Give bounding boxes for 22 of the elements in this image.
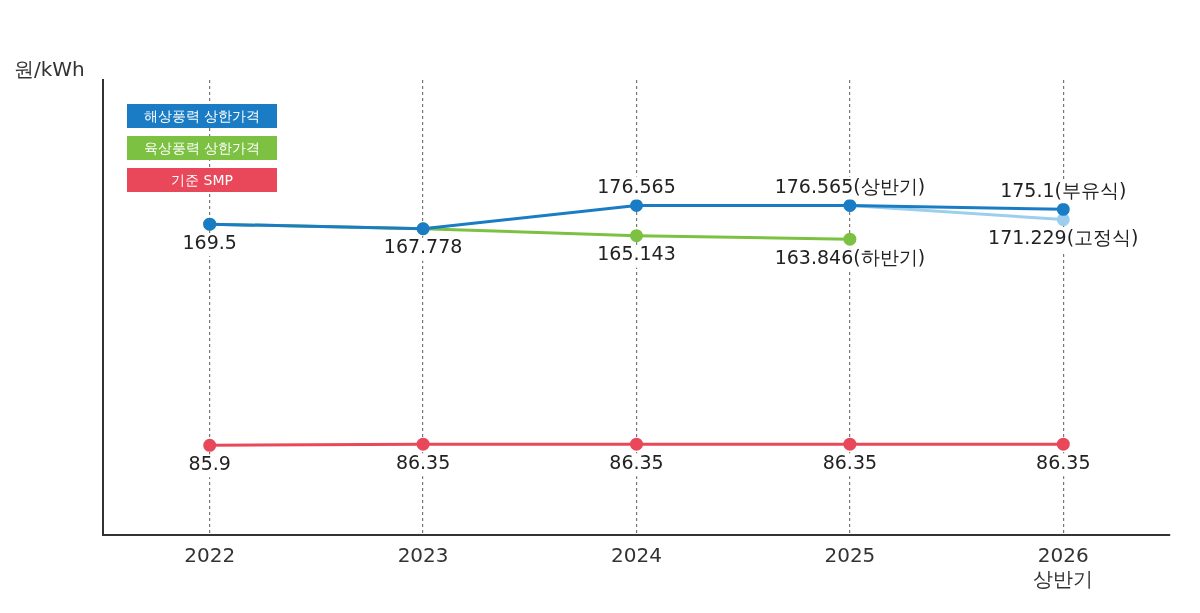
data-label: 176.565(상반기) [774,174,926,197]
x-tick-label: 2023 [397,543,449,568]
data-label: 86.35 [1036,450,1091,473]
x-tick-label: 2022 [184,543,236,568]
data-label: 167.778 [383,235,463,258]
x-tick-label: 2025 [824,543,876,568]
data-label: 176.565 [597,174,676,197]
text: 기준 SMP [127,168,277,192]
data-label: 86.35 [395,450,451,473]
x-tick-label: 2026 상반기 [1033,543,1094,592]
text: 해상풍력 상한가격 [127,104,277,128]
text: 육상풍력 상한가격 [127,136,277,160]
data-label: 169.5 [182,230,237,253]
y-axis-title: 원/kWh [14,56,85,83]
data-label: 86.35 [609,450,664,473]
data-label: 86.35 [822,450,878,473]
data-label: 165.143 [597,242,676,265]
data-label: 163.846(하반기) [774,245,926,268]
data-label: 175.1(부유식) [1000,178,1127,201]
data-label: 85.9 [188,451,231,474]
data-label: 171.229(고정식) [988,226,1139,249]
x-tick-label: 2024 [611,543,662,568]
